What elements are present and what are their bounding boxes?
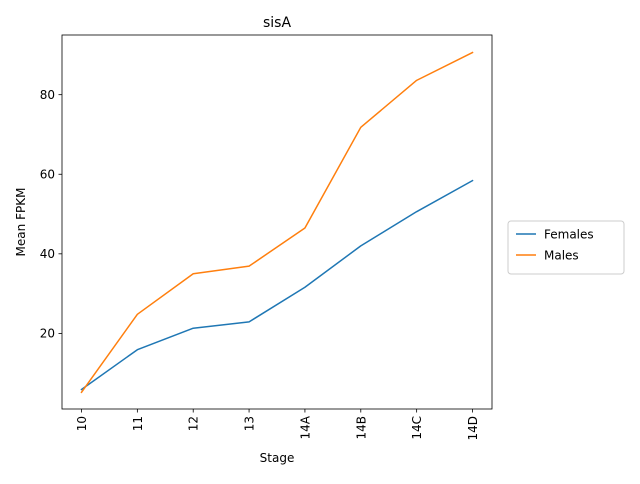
legend-label-males: Males bbox=[544, 248, 579, 262]
y-tick-label: 20 bbox=[40, 327, 55, 341]
series-line-females bbox=[80, 179, 474, 391]
x-axis-label: Stage bbox=[260, 451, 295, 465]
plot-frame bbox=[61, 34, 493, 410]
x-tick-label: 14B bbox=[354, 416, 368, 440]
y-tick-label: 80 bbox=[40, 88, 55, 102]
x-tick-label: 12 bbox=[187, 416, 201, 431]
x-tick-label: 10 bbox=[75, 416, 89, 431]
chart-title: sisA bbox=[263, 15, 291, 31]
series-line-males bbox=[80, 51, 474, 394]
x-tick-label: 14A bbox=[298, 415, 312, 439]
x-tick-label: 13 bbox=[243, 416, 257, 431]
x-tick-label: 14C bbox=[410, 416, 424, 440]
y-tick-label: 60 bbox=[40, 168, 55, 182]
x-tick-label: 14D bbox=[466, 416, 480, 441]
y-tick-label: 40 bbox=[40, 247, 55, 261]
plot-area: 10 11 12 13 14A 14B 14C 14D 20 40 60 80 bbox=[40, 34, 493, 441]
x-tick-label: 11 bbox=[131, 416, 145, 431]
y-axis-label: Mean FPKM bbox=[14, 188, 28, 257]
legend-box bbox=[507, 220, 625, 275]
legend-label-females: Females bbox=[544, 227, 594, 241]
legend: Females Males bbox=[507, 220, 625, 275]
